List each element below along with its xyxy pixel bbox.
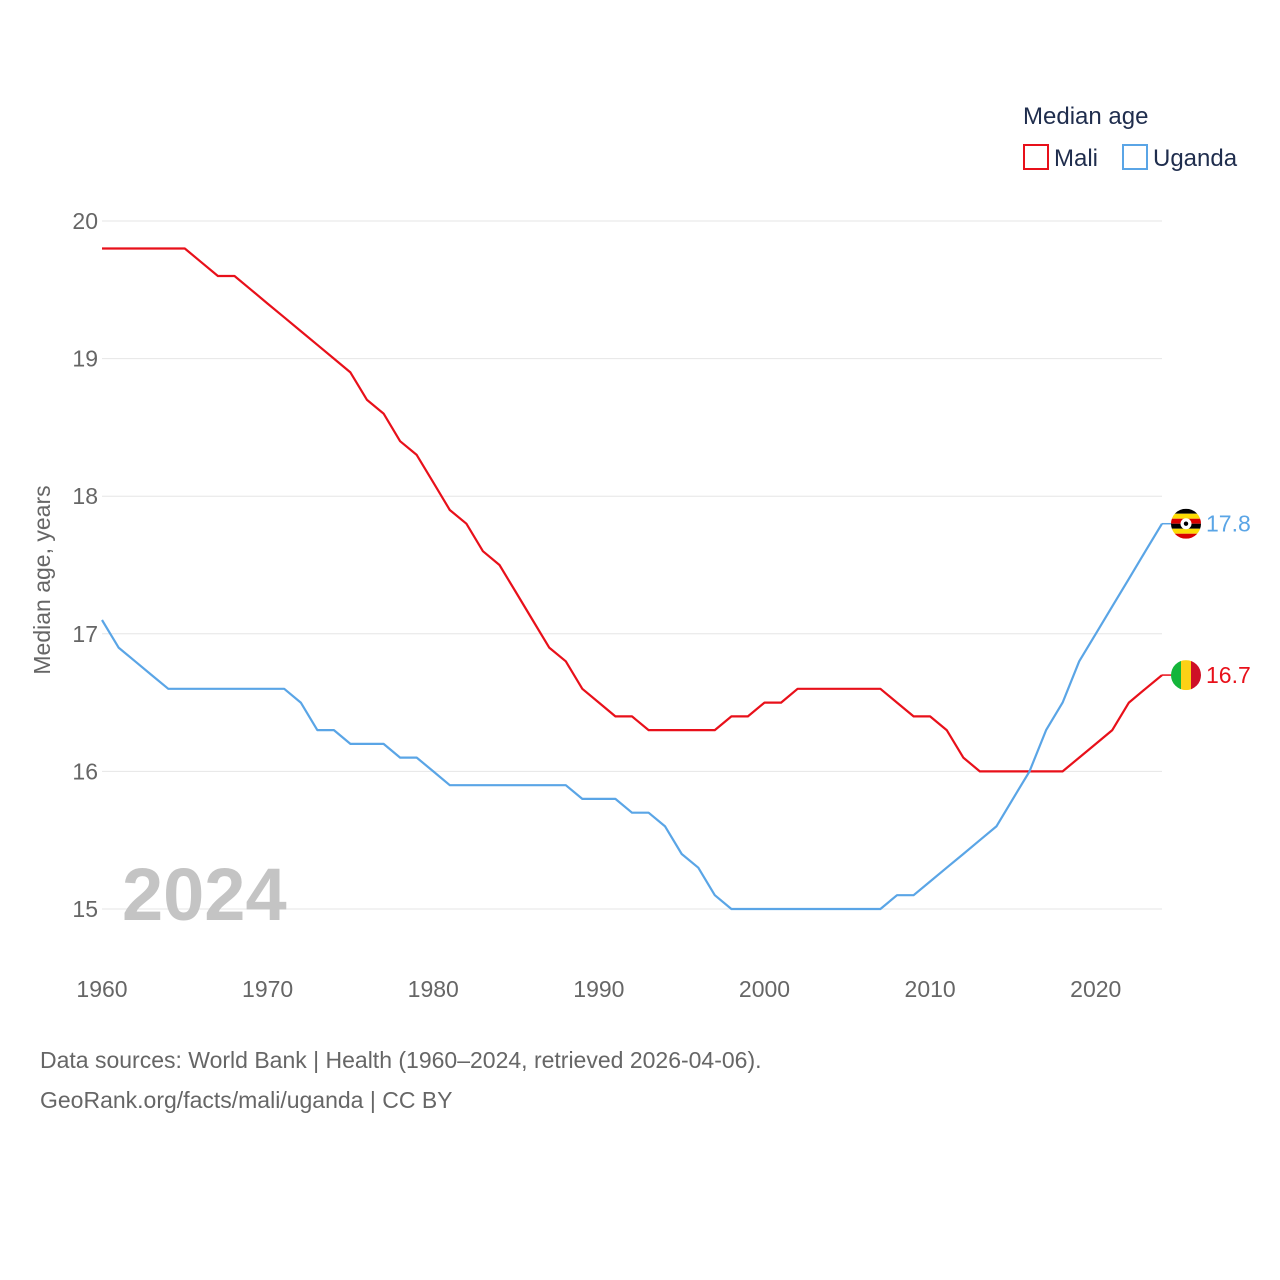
median-age-chart: 15 16 17 18 19 20 1960 1970 1980 1990 2000 2010 202… (29, 103, 1251, 1002)
y-tick-label: 19 (72, 346, 98, 372)
gridlines (102, 220, 1162, 910)
end-labels: 16.7 17.8 (1162, 508, 1251, 691)
series-line-uganda (101, 523, 1163, 911)
legend-swatch-uganda (1122, 144, 1148, 170)
x-tick-label: 1970 (242, 976, 293, 1002)
end-label-mali: 16.7 (1206, 662, 1251, 688)
legend-swatch-mali (1023, 144, 1049, 170)
data-source-note: Data sources: World Bank | Health (1960–… (40, 1047, 762, 1073)
series-line-mali (102, 247, 1163, 773)
end-label-uganda: 17.8 (1206, 511, 1251, 537)
x-tick-label: 2010 (905, 976, 956, 1002)
legend-title: Median age (1023, 103, 1148, 130)
legend-item-uganda[interactable]: Uganda (1122, 144, 1238, 172)
uganda-flag-icon (1171, 508, 1201, 539)
legend-label-uganda: Uganda (1153, 145, 1238, 172)
year-watermark: 2024 (122, 853, 287, 936)
y-axis-label: Median age, years (29, 485, 55, 674)
x-tick-label: 2020 (1070, 976, 1121, 1002)
y-axis-ticks: 15 16 17 18 19 20 (72, 208, 98, 922)
y-tick-label: 20 (72, 208, 98, 234)
x-tick-label: 1960 (76, 976, 127, 1002)
x-tick-label: 1990 (573, 976, 624, 1002)
y-tick-label: 17 (72, 621, 98, 647)
x-axis-ticks: 1960 1970 1980 1990 2000 2010 2020 (76, 976, 1121, 1002)
legend-item-mali[interactable]: Mali (1023, 144, 1098, 172)
y-tick-label: 15 (72, 896, 98, 922)
y-tick-label: 18 (72, 483, 98, 509)
x-tick-label: 1980 (408, 976, 459, 1002)
series-lines (101, 247, 1163, 911)
legend-label-mali: Mali (1054, 145, 1098, 172)
y-tick-label: 16 (72, 758, 98, 784)
legend[interactable]: Median age Mali Uganda (1023, 103, 1238, 172)
x-tick-label: 2000 (739, 976, 790, 1002)
source-url[interactable]: GeoRank.org/facts/mali/uganda | CC BY (40, 1087, 453, 1113)
mali-flag-icon (1171, 660, 1201, 691)
